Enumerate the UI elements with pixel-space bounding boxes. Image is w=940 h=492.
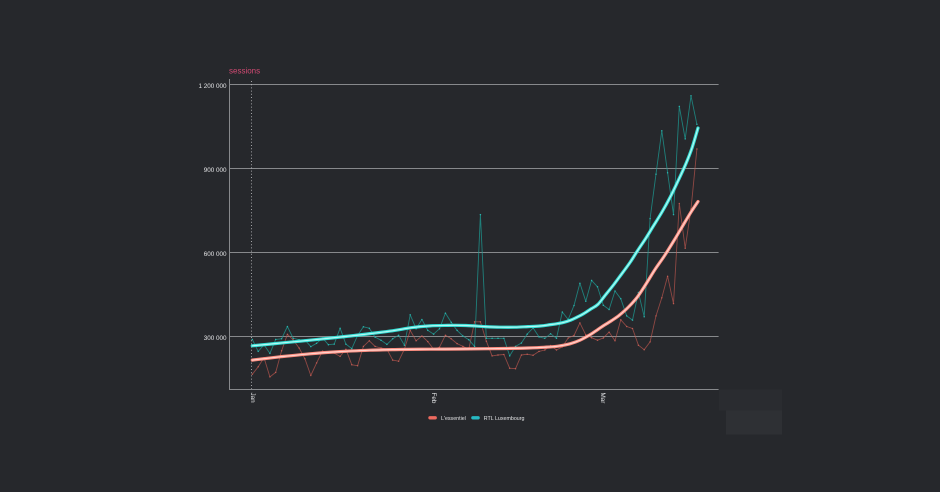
svg-text:300 000: 300 000 xyxy=(204,335,227,342)
svg-text:Mar: Mar xyxy=(599,393,606,404)
svg-text:Feb: Feb xyxy=(430,393,437,404)
svg-text:L'essentiel: L'essentiel xyxy=(441,416,466,422)
svg-text:1 200 000: 1 200 000 xyxy=(198,83,227,90)
svg-text:900 000: 900 000 xyxy=(204,167,227,174)
svg-text:sessions: sessions xyxy=(229,67,260,76)
svg-text:600 000: 600 000 xyxy=(204,251,227,258)
svg-text:Jan: Jan xyxy=(249,393,256,404)
svg-text:RTL Luxembourg: RTL Luxembourg xyxy=(484,416,525,422)
